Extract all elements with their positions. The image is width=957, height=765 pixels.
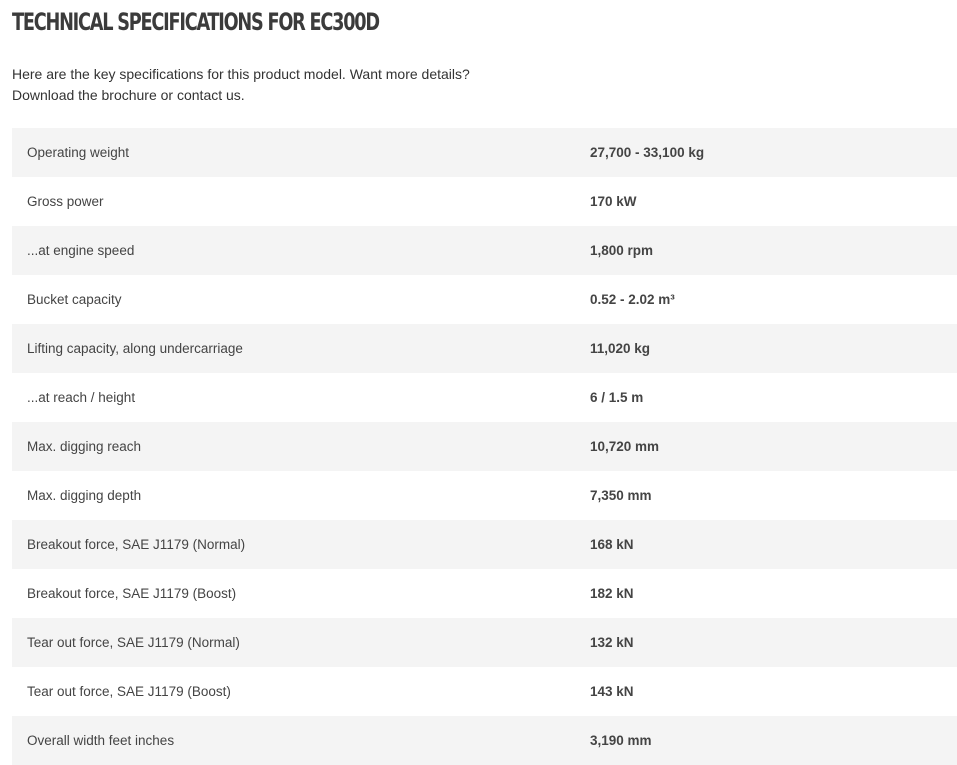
spec-label: Max. digging depth [27, 488, 142, 503]
spec-value: 3,190 mm [575, 716, 957, 765]
spec-label: Max. digging reach [12, 422, 575, 471]
spec-value: 170 kW [590, 194, 637, 209]
intro: Here are the key specifications for this… [12, 64, 470, 106]
spec-value: 132 kN [575, 618, 957, 667]
spec-label: Overall width feet inches [12, 716, 575, 765]
spec-label: ...at reach / height [27, 390, 136, 405]
spec-row: Breakout force, SAE J1179 (Boost) 182 kN [12, 569, 957, 618]
spec-row: Tear out force, SAE J1179 (Boost) 143 kN [12, 667, 957, 716]
spec-value: 6 / 1.5 m [590, 390, 644, 405]
spec-value: 0.52 - 2.02 m³ [590, 292, 675, 307]
spec-label: Tear out force, SAE J1179 (Normal) [12, 618, 575, 667]
spec-value: 27,700 - 33,100 kg [575, 128, 957, 177]
spec-row: Gross power 170 kW [12, 177, 957, 226]
spec-row: ...at reach / height 6 / 1.5 m [12, 373, 957, 422]
spec-value: 168 kN [575, 520, 957, 569]
spec-row: Max. digging reach 10,720 mm [12, 422, 957, 471]
spec-value: 10,720 mm [575, 422, 957, 471]
spec-label: Bucket capacity [27, 292, 122, 307]
title: TECHNICAL SPECIFICATIONS FOR EC300D [12, 8, 380, 36]
spec-label: Tear out force, SAE J1179 (Boost) [27, 684, 231, 699]
spec-label: Lifting capacity, along undercarriage [12, 324, 575, 373]
spec-label: ...at engine speed [12, 226, 575, 275]
spec-row: Bucket capacity 0.52 - 2.02 m³ [12, 275, 957, 324]
spec-row: Breakout force, SAE J1179 (Normal) 168 kN [12, 520, 957, 569]
spec-label: Breakout force, SAE J1179 (Boost) [27, 586, 237, 601]
spec-row: Overall width feet inches 3,190 mm [12, 716, 957, 765]
spec-value: 11,020 kg [575, 324, 957, 373]
spec-row: ...at engine speed 1,800 rpm [12, 226, 957, 275]
spec-value: 143 kN [590, 684, 634, 699]
spec-label: Gross power [27, 194, 104, 209]
intro-line: Download the brochure or contact us. [12, 87, 245, 103]
spec-table: Operating weight 27,700 - 33,100 kg Gross … [12, 128, 957, 765]
spec-row: Lifting capacity, along undercarriage 11,… [12, 324, 957, 373]
spec-value: 7,350 mm [590, 488, 652, 503]
spec-row: Tear out force, SAE J1179 (Normal) 132 kN [12, 618, 957, 667]
spec-value: 182 kN [590, 586, 634, 601]
spec-label: Operating weight [12, 128, 575, 177]
spec-value: 1,800 rpm [575, 226, 957, 275]
intro-line: Here are the key specifications for this… [12, 66, 470, 82]
spec-row: Operating weight 27,700 - 33,100 kg [12, 128, 957, 177]
spec-row: Max. digging depth 7,350 mm [12, 471, 957, 520]
spec-label: Breakout force, SAE J1179 (Normal) [12, 520, 575, 569]
